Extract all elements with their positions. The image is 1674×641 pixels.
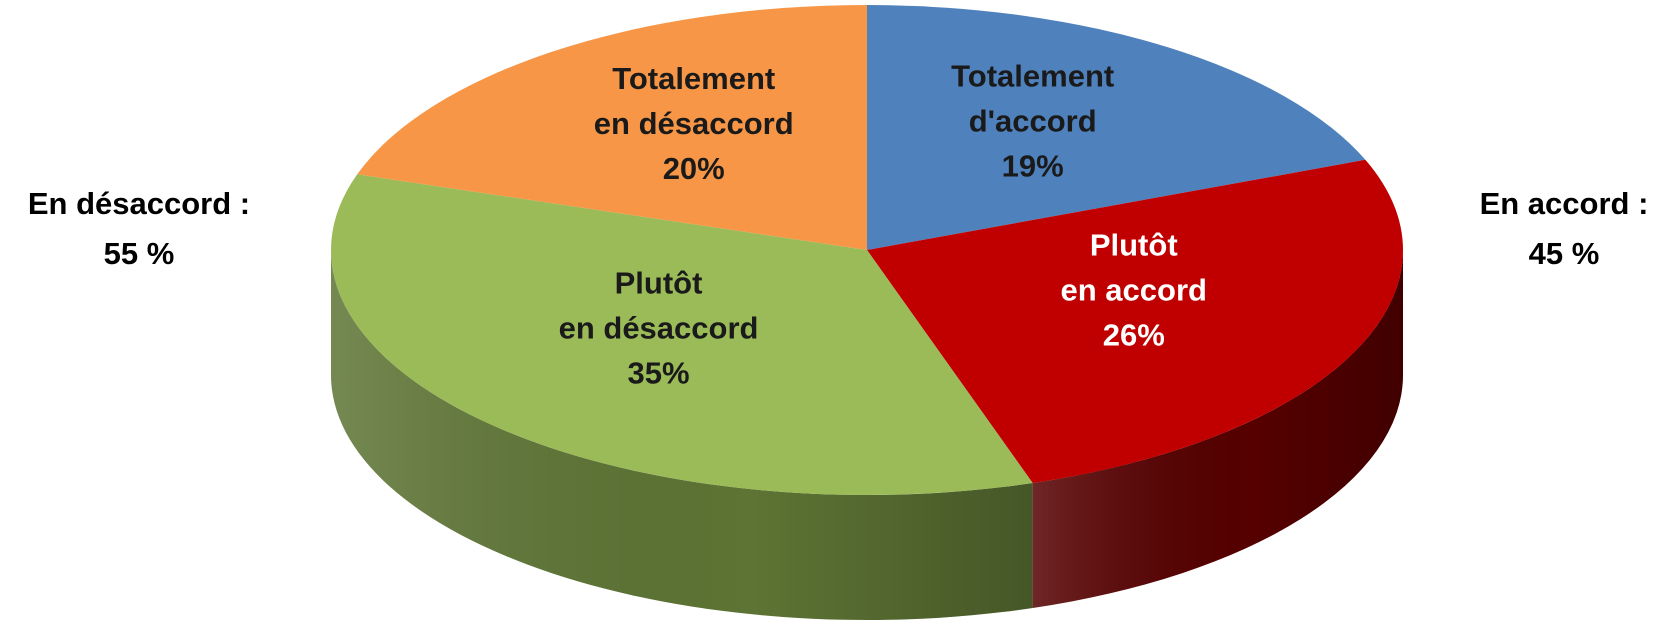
annotation-value: 45 % bbox=[1529, 236, 1600, 271]
pie-slice bbox=[867, 159, 1404, 484]
slice-label-line: Totalement bbox=[951, 59, 1114, 94]
annotation: En désaccord : bbox=[28, 186, 250, 221]
pie-slice bbox=[867, 5, 1366, 250]
slice-value-label: 20% bbox=[663, 151, 725, 186]
slice-label: Plutôt en désaccord bbox=[559, 265, 759, 345]
slice-label-line: en désaccord bbox=[559, 310, 759, 345]
annotation-value: 55 % bbox=[104, 236, 175, 271]
pie-side-shade bbox=[1032, 250, 1403, 609]
slice-label: Totalement d'accord bbox=[951, 59, 1114, 139]
slice-value-label: 19% bbox=[1002, 149, 1064, 184]
slice-label-line: Totalement bbox=[612, 61, 775, 96]
slice-label: Plutôt en accord bbox=[1061, 228, 1207, 308]
slice-label-line: Plutôt bbox=[615, 265, 703, 300]
slice-value-label: 26% bbox=[1103, 318, 1165, 353]
pie-slice bbox=[357, 5, 867, 250]
slice-label-line: en désaccord bbox=[594, 106, 794, 141]
pie-side-shade bbox=[331, 250, 1033, 620]
slice-label-line: d'accord bbox=[969, 104, 1097, 139]
pie-slice bbox=[331, 174, 1033, 495]
slice-label: Totalement en désaccord bbox=[594, 61, 794, 141]
slice-label-line: Plutôt bbox=[1090, 228, 1178, 263]
slice-label-line: en accord bbox=[1061, 273, 1207, 308]
slice-value-label: 35% bbox=[628, 355, 690, 390]
annotation: En accord : bbox=[1480, 186, 1649, 221]
